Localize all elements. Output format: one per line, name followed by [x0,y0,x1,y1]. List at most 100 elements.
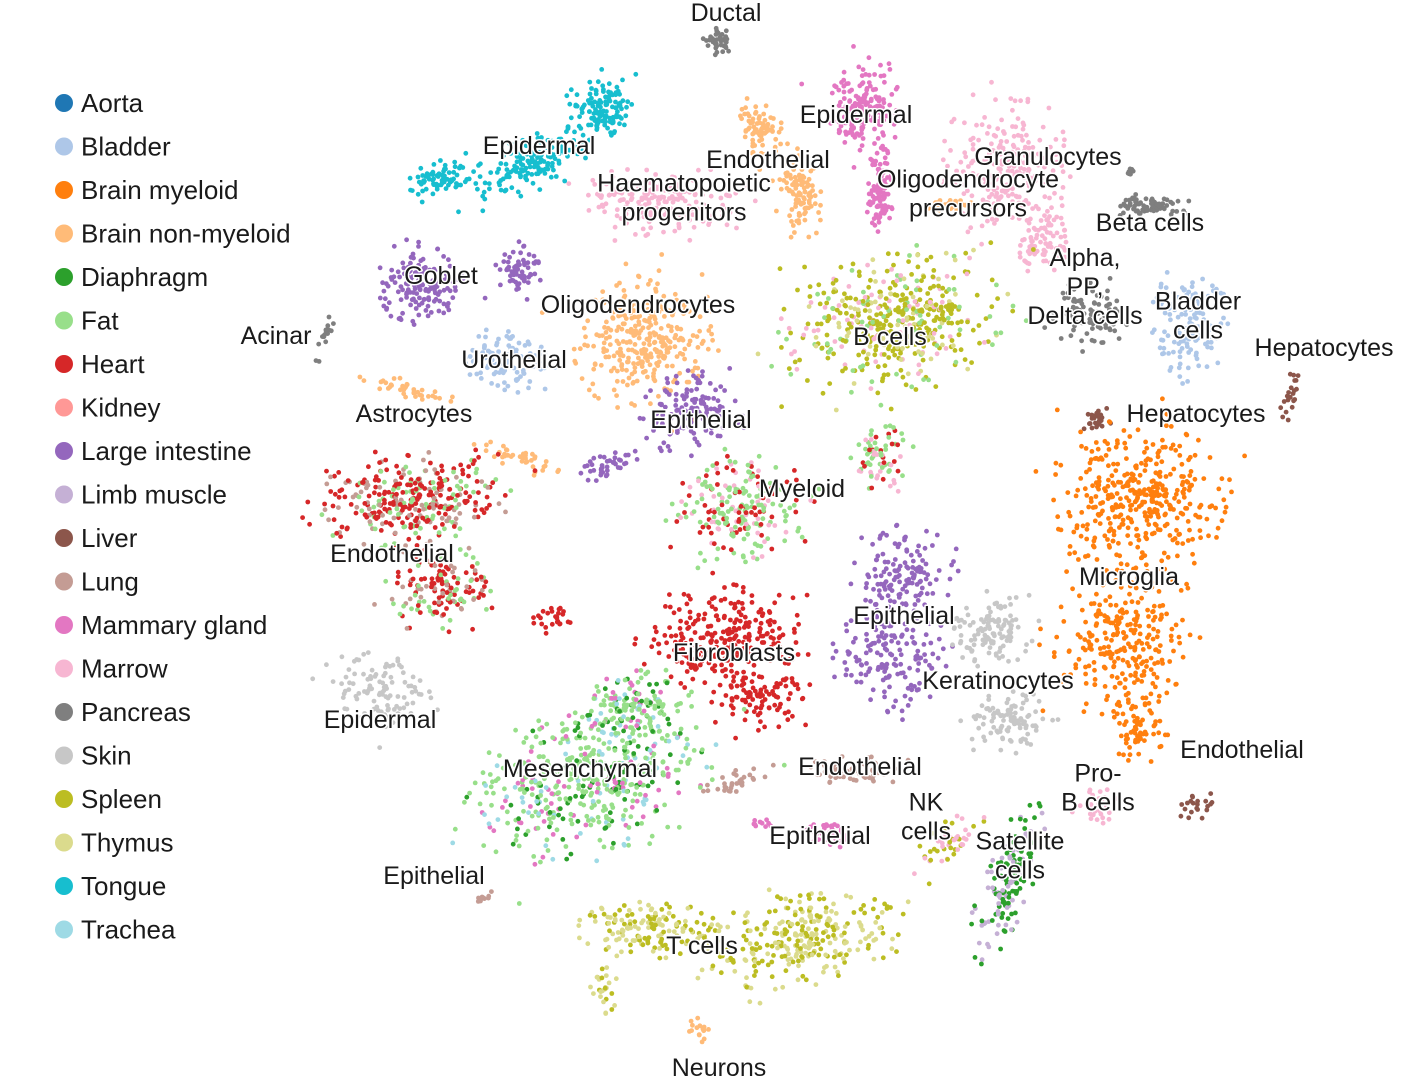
scatter-point [1082,486,1088,492]
scatter-point [943,346,949,351]
scatter-point [1153,481,1159,486]
scatter-point [434,186,440,192]
scatter-point [665,444,671,449]
scatter-point [1294,386,1299,392]
scatter-point [474,479,480,484]
scatter-point [815,291,820,297]
scatter-point [583,140,589,146]
scatter-point [1114,552,1119,558]
scatter-point [875,186,881,192]
scatter-point [703,473,709,479]
scatter-point [1125,622,1130,628]
scatter-point [507,254,512,260]
scatter-point [1091,660,1097,665]
scatter-point [790,182,795,188]
scatter-point [416,476,421,482]
scatter-point [965,229,971,235]
scatter-point [530,180,536,186]
scatter-point [633,323,638,329]
scatter-point [625,382,630,388]
scatter-point [505,171,511,177]
scatter-point [1187,473,1193,478]
scatter-point [1020,126,1026,132]
scatter-point [749,510,754,515]
scatter-point [454,172,460,178]
scatter-point [885,150,891,156]
scatter-point [917,680,922,686]
scatter-point [1081,709,1087,715]
scatter-point [801,179,806,185]
scatter-point [807,284,813,290]
scatter-point [1040,124,1046,130]
scatter-point [1116,648,1121,654]
scatter-point [353,510,359,516]
scatter-point [891,425,896,430]
scatter-point [1127,752,1133,758]
scatter-point [1088,457,1094,462]
scatter-point [656,359,662,365]
scatter-point [1133,657,1139,662]
scatter-point [1181,494,1187,500]
scatter-point [989,79,994,85]
scatter-point [382,479,387,485]
scatter-point [443,186,449,192]
scatter-point [1147,509,1152,515]
scatter-point [895,671,901,677]
scatter-point [894,278,900,284]
scatter-point [707,381,713,386]
scatter-point [749,550,755,555]
scatter-point [952,304,958,309]
scatter-point [1120,671,1125,677]
scatter-point [1050,233,1056,239]
scatter-point [411,390,417,395]
scatter-point [345,478,351,483]
scatter-point [834,307,840,313]
scatter-point [1077,593,1082,599]
scatter-point [1123,740,1129,746]
scatter-point [377,295,383,301]
scatter-point [866,181,871,187]
scatter-point [498,282,503,288]
scatter-point [783,529,789,535]
scatter-point [1106,419,1112,425]
scatter-point [1092,456,1098,461]
scatter-point [1142,510,1148,516]
scatter-point [583,155,588,161]
scatter-point [833,84,839,90]
scatter-point [1104,406,1110,411]
scatter-point [357,374,363,380]
scatter-point [1090,543,1096,549]
scatter-point [623,113,629,119]
scatter-point [836,87,842,93]
scatter-point [601,346,607,352]
scatter-point [1135,544,1141,550]
scatter-point [664,363,670,369]
scatter-point [1020,137,1025,143]
scatter-point [1105,483,1111,489]
scatter-point [1216,486,1222,492]
scatter-point [386,300,392,306]
scatter-point [833,648,839,654]
scatter-point [604,468,610,473]
scatter-point [1114,675,1120,681]
scatter-point [847,98,853,104]
scatter-point [397,611,403,617]
scatter-point [378,528,384,533]
scatter-point [998,330,1004,336]
scatter-point [622,461,627,467]
scatter-point [993,133,999,139]
scatter-point [1137,631,1143,637]
scatter-point [702,479,708,485]
scatter-point [827,381,833,386]
scatter-point [446,506,452,512]
scatter-point [791,160,797,165]
scatter-point [1143,530,1149,536]
scatter-point [850,107,855,112]
scatter-point [872,72,877,77]
scatter-point [952,257,958,263]
scatter-point [470,555,476,560]
scatter-point [632,403,637,408]
scatter-point [848,455,854,461]
scatter-point [885,251,891,257]
scatter-point [1113,468,1119,473]
